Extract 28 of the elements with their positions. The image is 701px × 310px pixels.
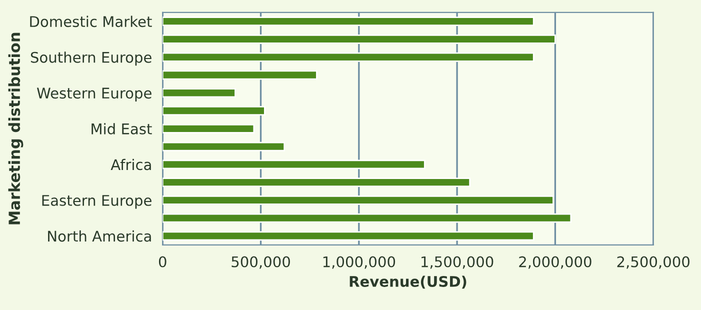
- y-axis-title: Marketing distribution: [8, 32, 24, 224]
- y-tick-label: Mid East: [92, 123, 152, 134]
- bar: [162, 213, 572, 223]
- x-tick-label: 1,500,000: [422, 256, 494, 269]
- bar: [162, 52, 534, 62]
- y-tick-label: Africa: [110, 158, 151, 170]
- bar: [162, 160, 426, 170]
- x-axis-title: Revenue(USD): [350, 276, 466, 289]
- y-tick-label: Southern Europe: [30, 52, 152, 66]
- x-tick-label: 500,000: [232, 256, 290, 269]
- bar: [162, 106, 266, 116]
- bar: [162, 178, 471, 188]
- bar: [162, 231, 534, 241]
- y-tick-label: Western Europe: [36, 88, 152, 102]
- y-tick-label: Domestic Market: [30, 16, 152, 28]
- bar: [162, 124, 255, 134]
- x-tick-label: 0: [158, 256, 166, 268]
- bar: [162, 142, 286, 152]
- x-tick-label: 2,500,000: [617, 256, 690, 269]
- y-tick-label: North America: [48, 230, 151, 242]
- x-tick-label: 1,000,000: [323, 256, 396, 269]
- bar: [162, 88, 236, 98]
- y-tick-label: Eastern Europe: [42, 195, 152, 209]
- bar: [162, 70, 318, 80]
- bar: [162, 34, 556, 44]
- bar: [162, 195, 554, 205]
- x-tick-label: 2,000,000: [519, 256, 592, 269]
- bar: [162, 16, 534, 26]
